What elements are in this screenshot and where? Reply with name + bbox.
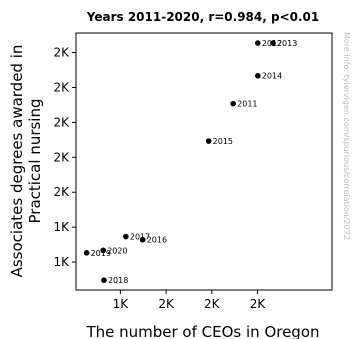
- y-tick-label: 2K: [53, 46, 70, 60]
- data-point-label-2015: 2015: [213, 137, 233, 146]
- x-axis-label: The number of CEOs in Oregon: [85, 323, 319, 339]
- y-tick-label: 2K: [53, 150, 70, 164]
- data-point-label-2013: 2013: [277, 39, 297, 48]
- y-tick-label: 2K: [53, 185, 70, 199]
- data-point-label-2016: 2016: [147, 236, 167, 245]
- data-point-2013: [270, 40, 276, 46]
- data-point-label-2014: 2014: [262, 72, 282, 81]
- data-point-2011: [230, 100, 236, 107]
- data-point-2012: [255, 40, 261, 46]
- x-tick-label: 2K: [250, 297, 267, 311]
- data-point-2019: [83, 250, 90, 256]
- y-tick-label: 1K: [53, 255, 70, 269]
- x-tick-label: 2K: [204, 297, 221, 311]
- data-point-2014: [255, 72, 261, 79]
- chart-title: Years 2011-2020, r=0.984, p<0.01: [86, 10, 320, 24]
- y-axis-label-line-2: Practical nursing: [26, 98, 44, 223]
- data-point-label-2020: 2020: [107, 246, 127, 255]
- data-point-2015: [205, 138, 212, 144]
- data-point-label-2017: 2017: [130, 233, 150, 242]
- watermark: More info: tylervigen.com/spurious/corre…: [342, 32, 351, 240]
- data-point-2016: [139, 236, 146, 243]
- x-tick-label: 2K: [158, 297, 175, 311]
- x-axis: 1K 2K 2K 2K: [113, 290, 267, 311]
- data-point-label-2011: 2011: [237, 100, 257, 109]
- plot-area: [75, 32, 333, 291]
- y-axis: 1K 1K 2K 2K 2K 2K 2K: [53, 46, 76, 269]
- data-point-2018: [101, 277, 107, 284]
- data-point-label-2018: 2018: [108, 276, 128, 285]
- data-points: 2011201220132014201520162017201820192020: [83, 39, 297, 285]
- data-point-label-2019: 2019: [91, 249, 111, 258]
- y-tick-label: 1K: [53, 220, 70, 234]
- y-axis-label-line-1: Associates degrees awarded in: [8, 45, 26, 278]
- y-tick-label: 2K: [53, 80, 70, 94]
- x-tick-label: 1K: [113, 297, 130, 311]
- data-point-2020: [100, 247, 107, 254]
- data-point-2017: [123, 233, 129, 240]
- y-tick-label: 2K: [53, 115, 70, 129]
